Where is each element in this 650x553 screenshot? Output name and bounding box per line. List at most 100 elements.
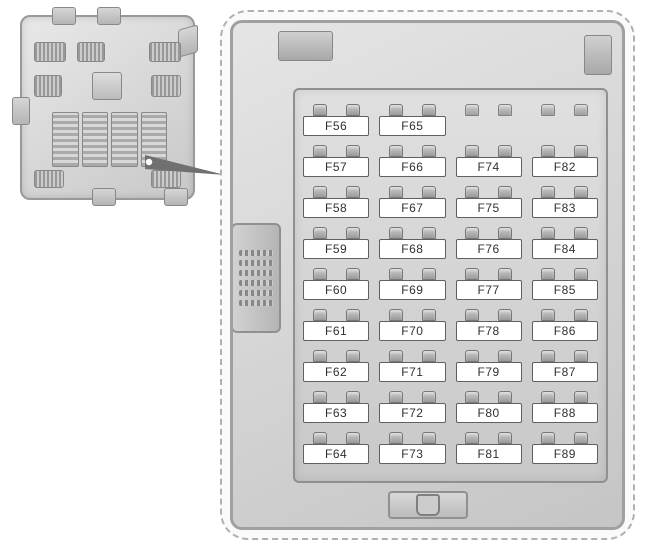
fuse-F84: F84 — [532, 225, 598, 263]
connector — [151, 75, 181, 97]
terminal — [346, 186, 360, 198]
fuse-label: F56 — [303, 116, 369, 136]
terminal — [313, 186, 327, 198]
fuse-label: F78 — [456, 321, 522, 341]
terminal — [346, 268, 360, 280]
terminal — [498, 432, 512, 444]
terminal — [574, 104, 588, 116]
terminal — [541, 391, 555, 403]
fuse-F72: F72 — [379, 389, 445, 427]
terminal — [389, 145, 403, 157]
terminal — [422, 104, 436, 116]
fuse-label: F75 — [456, 198, 522, 218]
terminal — [313, 391, 327, 403]
fuse-F82: F82 — [532, 143, 598, 181]
fuse-F57: F57 — [303, 143, 369, 181]
fuse-F74: F74 — [456, 143, 522, 181]
fuse-label: F79 — [456, 362, 522, 382]
fuse-terminals — [303, 143, 369, 157]
fuse-label: F86 — [532, 321, 598, 341]
fuse-label: F82 — [532, 157, 598, 177]
terminal — [465, 432, 479, 444]
fuse-label: F57 — [303, 157, 369, 177]
fuse-terminals — [303, 348, 369, 362]
terminal — [346, 104, 360, 116]
mount-tab — [164, 188, 188, 206]
fuse-terminals — [456, 143, 522, 157]
terminal — [574, 350, 588, 362]
fuse-terminals — [303, 266, 369, 280]
terminal — [574, 227, 588, 239]
terminal — [541, 350, 555, 362]
terminal — [313, 145, 327, 157]
fuse-label: F76 — [456, 239, 522, 259]
fuse-F65: F65 — [379, 102, 445, 140]
terminal — [313, 227, 327, 239]
terminal — [389, 227, 403, 239]
fuse-F63: F63 — [303, 389, 369, 427]
fuse-label: F66 — [379, 157, 445, 177]
terminal — [498, 145, 512, 157]
terminal — [465, 350, 479, 362]
fuse-terminals — [456, 102, 522, 116]
mount-tab — [52, 7, 76, 25]
fuse-F58: F58 — [303, 184, 369, 222]
terminal — [389, 432, 403, 444]
terminal — [389, 391, 403, 403]
fuse-F80: F80 — [456, 389, 522, 427]
fuse-terminals — [456, 266, 522, 280]
fuse-label: F63 — [303, 403, 369, 423]
fuse-label: F77 — [456, 280, 522, 300]
fuse-terminals — [532, 266, 598, 280]
terminal — [346, 432, 360, 444]
terminal — [346, 391, 360, 403]
terminal — [313, 104, 327, 116]
mount-tab — [178, 24, 198, 57]
fuse-label: F70 — [379, 321, 445, 341]
fuse-terminals — [532, 307, 598, 321]
terminal — [541, 268, 555, 280]
fuse-label: F69 — [379, 280, 445, 300]
fuse-terminals — [303, 430, 369, 444]
terminal — [541, 432, 555, 444]
fuse-label: F72 — [379, 403, 445, 423]
connector — [34, 170, 64, 188]
fuse-terminals — [379, 143, 445, 157]
terminal — [498, 309, 512, 321]
fuse-label: F60 — [303, 280, 369, 300]
fuse-F68: F68 — [379, 225, 445, 263]
terminal — [422, 268, 436, 280]
terminal — [574, 145, 588, 157]
latch-icon — [388, 491, 468, 519]
fuse-terminals — [532, 348, 598, 362]
fuse-terminals — [379, 184, 445, 198]
terminal — [541, 145, 555, 157]
fuse-slot-empty — [532, 102, 598, 140]
terminal — [389, 350, 403, 362]
terminal — [422, 391, 436, 403]
fuse-label: F81 — [456, 444, 522, 464]
top-connector — [278, 31, 333, 61]
terminal — [389, 309, 403, 321]
fuse-F59: F59 — [303, 225, 369, 263]
fuse-terminals — [532, 143, 598, 157]
fuse-label: F89 — [532, 444, 598, 464]
fuse-F76: F76 — [456, 225, 522, 263]
fuse-label: F84 — [532, 239, 598, 259]
fuse-terminals — [303, 225, 369, 239]
terminal — [465, 309, 479, 321]
terminal — [422, 186, 436, 198]
fuse-F70: F70 — [379, 307, 445, 345]
fuse-F78: F78 — [456, 307, 522, 345]
fuse-column: F82F83F84F85F86F87F88F89 — [532, 102, 598, 469]
terminal — [465, 186, 479, 198]
connector — [151, 170, 181, 188]
terminal — [465, 104, 479, 116]
connector — [77, 42, 105, 62]
fuse-F60: F60 — [303, 266, 369, 304]
terminal — [389, 186, 403, 198]
fuse-terminals — [456, 225, 522, 239]
fuse-F64: F64 — [303, 430, 369, 468]
terminal — [313, 350, 327, 362]
chip — [92, 72, 122, 100]
